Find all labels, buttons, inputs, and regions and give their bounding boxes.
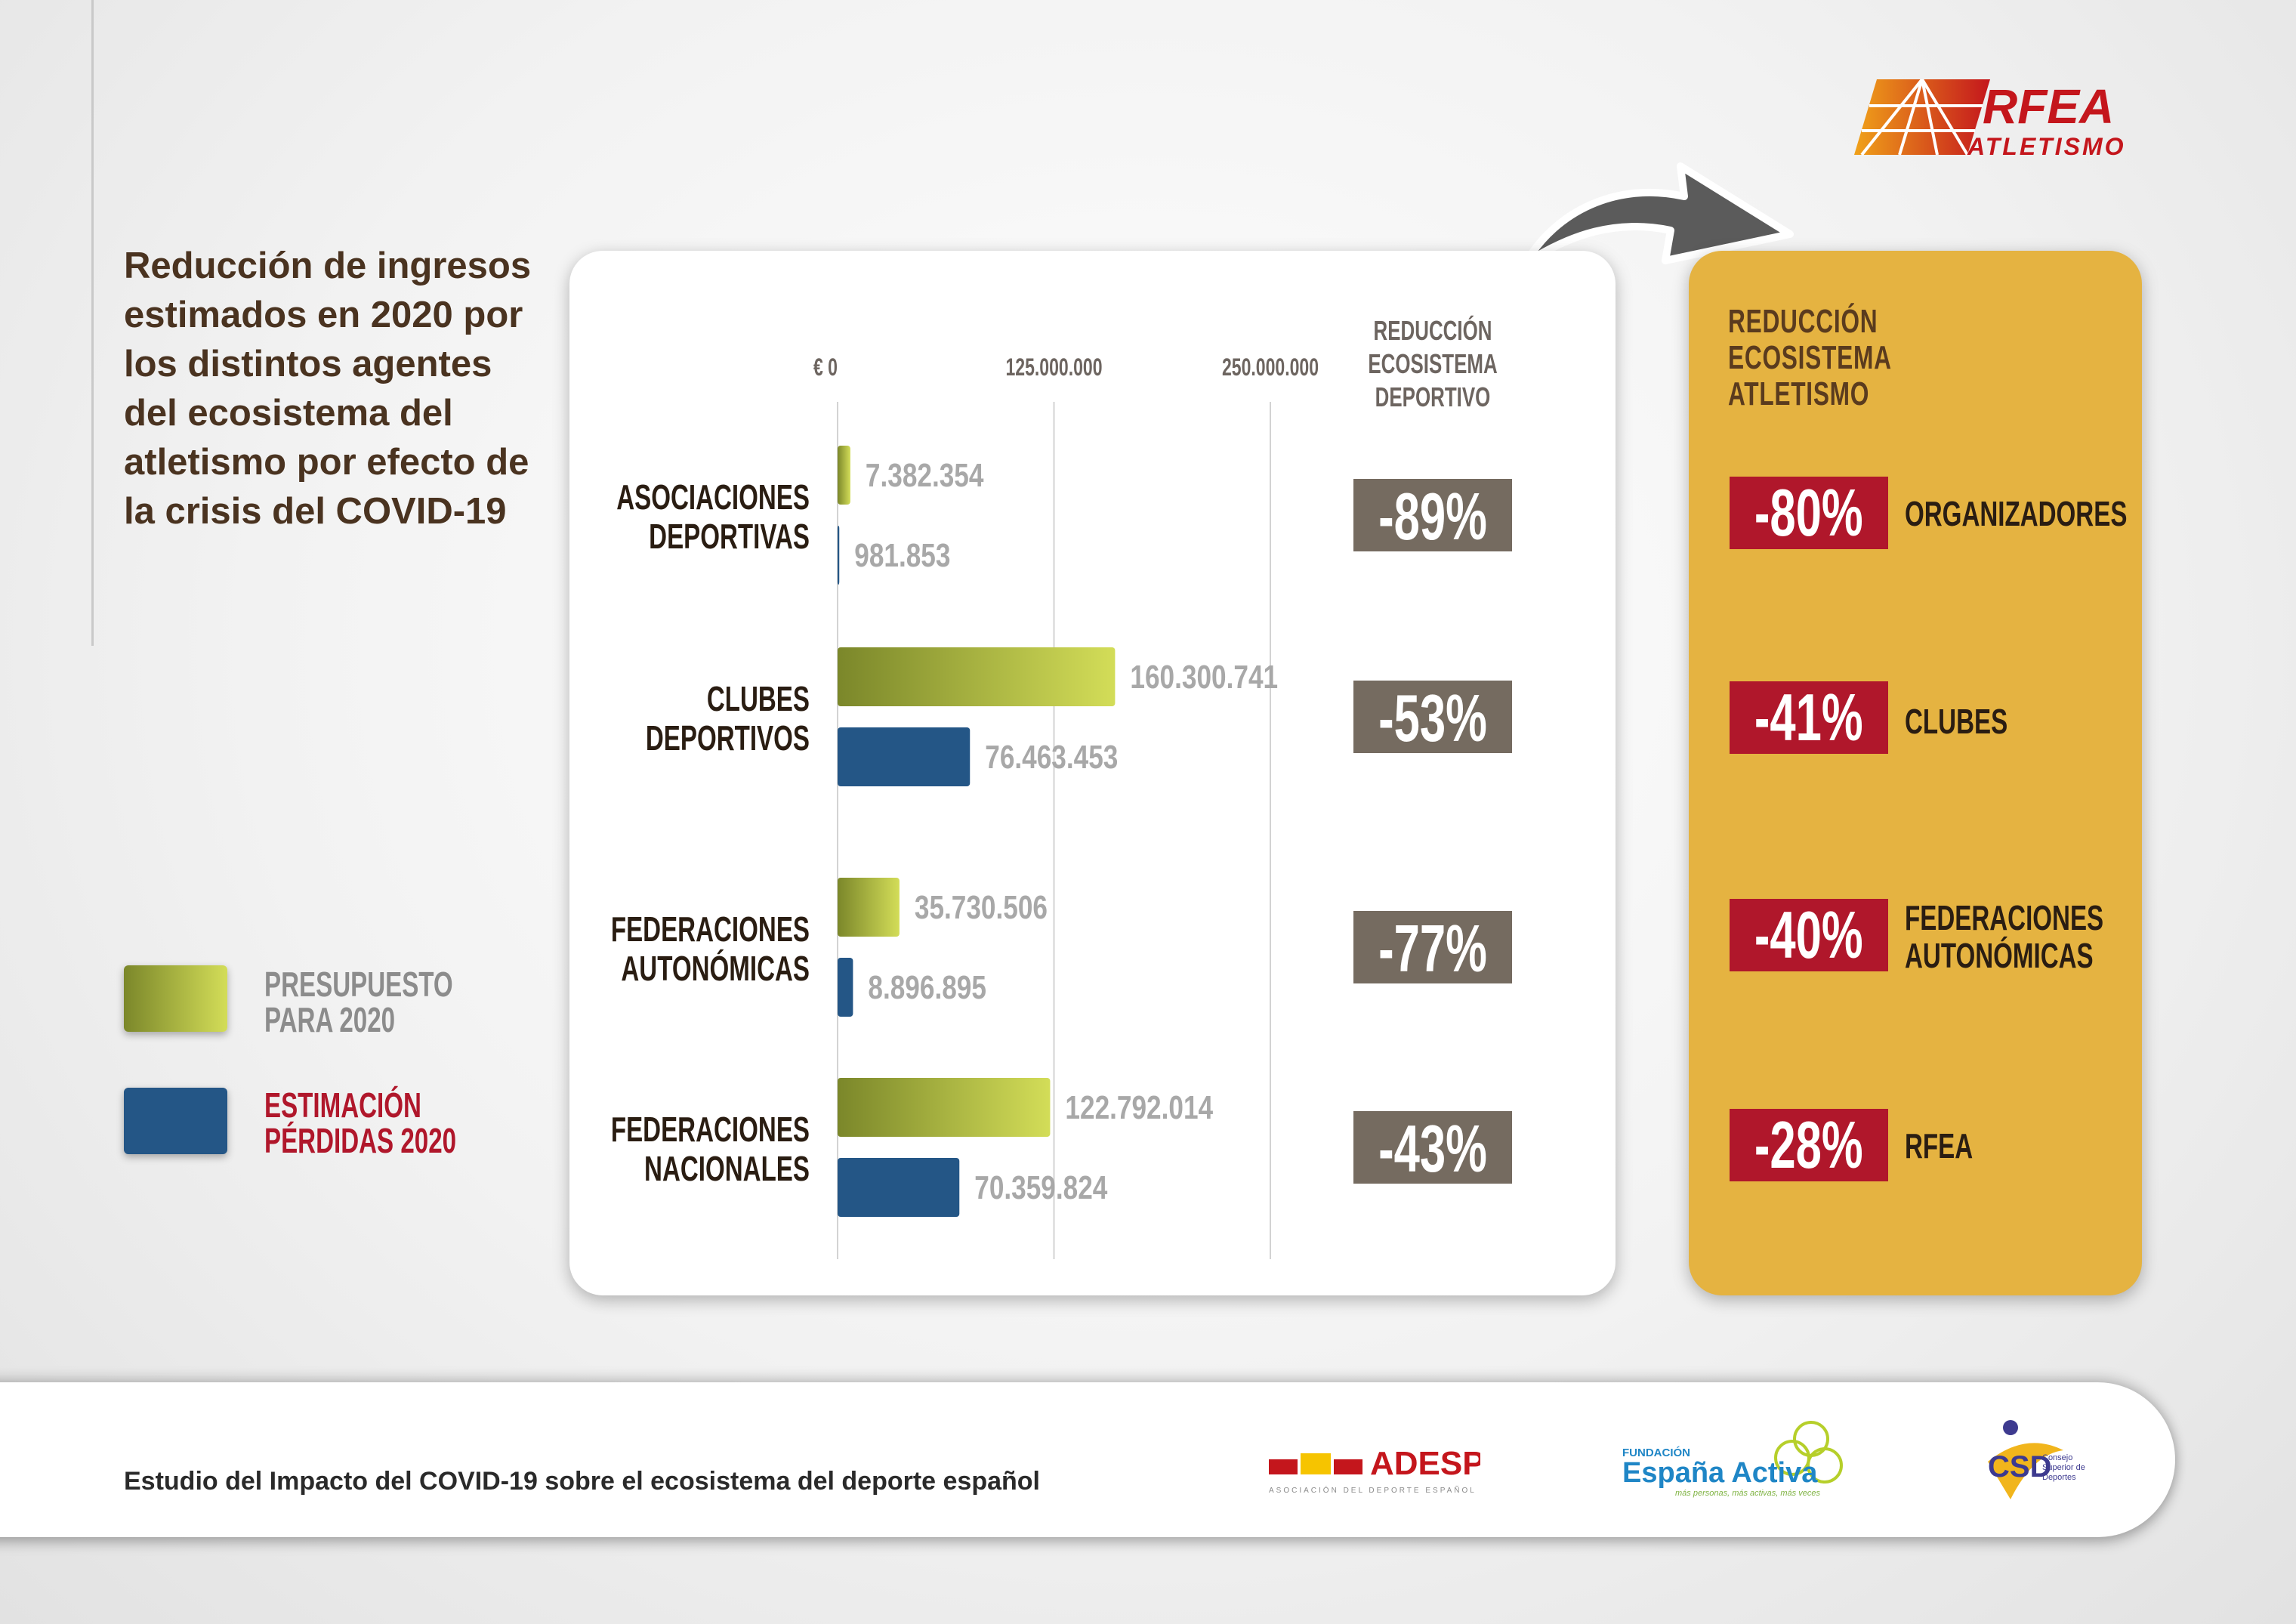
budget-bar	[838, 647, 1116, 706]
category-label: FEDERACIONES	[611, 1111, 810, 1149]
csd-subtext: Consejo	[2042, 1453, 2072, 1462]
adesp-logo-block	[1334, 1459, 1362, 1474]
espana-activa-tagline: más personas, más activas, más veces	[1675, 1489, 1820, 1498]
reduction-badge	[1353, 479, 1512, 551]
category-label: DEPORTIVOS	[646, 720, 810, 758]
csd-text: CSD	[1988, 1450, 2051, 1484]
bar-value-label: 35.730.506	[915, 889, 1048, 926]
bar-value-label: 70.359.824	[974, 1169, 1107, 1206]
adesp-logo-block	[1301, 1453, 1331, 1474]
reduction-badge-text: -43%	[1378, 1112, 1487, 1186]
rfea-pct-badge: -40%	[1730, 899, 1888, 971]
rfea-pct-badge: -41%	[1730, 681, 1888, 754]
loss-bar	[838, 526, 840, 585]
csd-swoosh-icon	[1988, 1443, 2063, 1499]
legend-label-budget: PRESUPUESTO PARA 2020	[264, 965, 453, 1039]
chart-panel: € 0 125.000.000 250.000.000 ASOCIACIONES DE…	[569, 251, 1616, 1295]
rfea-row-label: ORGANIZADORES	[1905, 494, 2128, 533]
x-tick-label: 125.000.000	[1005, 354, 1102, 381]
csd-logo: CSD Consejo Superior de Deportes	[1988, 1420, 2085, 1499]
category-label: CLUBES	[707, 681, 810, 718]
adesp-logo-text: ADESP	[1370, 1445, 1480, 1482]
reduction-badge	[1353, 1111, 1512, 1184]
rfea-header-line: REDUCCIÓN	[1728, 303, 1878, 340]
rfea-logo-lines	[1860, 79, 1983, 156]
reduction-badge	[1353, 911, 1512, 983]
footer-bar	[0, 1382, 2175, 1537]
sport-header-line: REDUCCIÓN	[1374, 315, 1492, 346]
x-tick-label: € 0	[813, 354, 838, 381]
reduction-badge	[1353, 681, 1512, 753]
bar-value-label: 981.853	[854, 537, 950, 574]
espana-activa-logo: FUNDACIÓN España Activa más personas, má…	[1622, 1421, 1843, 1498]
atletismo-logo-text: ATLETISMO	[1967, 133, 2126, 160]
espana-activa-text: España Activa	[1622, 1457, 1818, 1489]
csd-crown-icon	[2003, 1420, 2018, 1435]
legend-label-loss: ESTIMACIÓN PÉRDIDAS 2020	[264, 1085, 457, 1160]
legend-swatch-loss	[124, 1088, 227, 1154]
arrow-icon	[1522, 162, 1794, 267]
rfea-pct-badge: -80%	[1730, 477, 1888, 549]
rfea-logo-text: RFEA	[1983, 79, 2114, 134]
adesp-logo: ADESP ASOCIACIÓN DEL DEPORTE ESPAÑOL	[1269, 1445, 1480, 1495]
category-label: FEDERACIONES	[611, 911, 810, 949]
bar-value-label: 76.463.453	[985, 739, 1118, 776]
sport-header-line: ECOSISTEMA	[1368, 349, 1497, 379]
category-label: AUTONÓMICAS	[621, 949, 810, 989]
adesp-logo-subtext: ASOCIACIÓN DEL DEPORTE ESPAÑOL	[1269, 1485, 1477, 1495]
rfea-panel-header: REDUCCIÓN ECOSISTEMA ATLETISMO	[1728, 304, 1892, 412]
reduction-badge-text: -89%	[1378, 480, 1487, 554]
reduction-badge-text: -53%	[1378, 681, 1487, 755]
loss-bar	[838, 727, 971, 786]
x-tick-label: 250.000.000	[1222, 354, 1319, 381]
rfea-row-label: FEDERACIONES AUTONÓMICAS	[1905, 898, 2104, 975]
sport-header-line: DEPORTIVO	[1375, 382, 1491, 412]
rfea-pct-badge: -28%	[1730, 1109, 1888, 1181]
decorative-rule	[91, 0, 94, 646]
bar-chart: € 0 125.000.000 250.000.000 ASOCIACIONESDE…	[611, 315, 1512, 1259]
csd-subtext: Superior de	[2042, 1463, 2085, 1472]
budget-bar	[838, 446, 850, 505]
rfea-row-label: RFEA	[1905, 1126, 1974, 1166]
espana-activa-circles	[1774, 1421, 1843, 1484]
loss-bar	[838, 958, 853, 1017]
reduction-badge-text: -77%	[1378, 912, 1487, 986]
bar-value-label: 8.896.895	[868, 969, 986, 1006]
category-label: DEPORTIVAS	[649, 518, 810, 556]
budget-bar	[838, 878, 900, 937]
rfea-panel: REDUCCIÓN ECOSISTEMA ATLETISMO -80% ORGA…	[1689, 251, 2142, 1295]
fundacion-text: FUNDACIÓN	[1622, 1446, 1690, 1459]
rfea-header-line: ATLETISMO	[1728, 375, 1870, 412]
rfea-row-label: CLUBES	[1905, 702, 2008, 741]
category-label: ASOCIACIONES	[616, 479, 810, 517]
category-label: NACIONALES	[644, 1150, 810, 1188]
bar-value-label: 7.382.354	[866, 457, 984, 494]
bar-value-label: 160.300.741	[1130, 659, 1278, 696]
adesp-logo-block	[1269, 1459, 1298, 1474]
loss-bar	[838, 1158, 960, 1217]
legend-swatch-budget	[124, 965, 227, 1032]
rfea-logo: RFEA ATLETISMO	[1854, 79, 2126, 160]
page-title: Reducción de ingresos estimados en 2020 …	[124, 245, 532, 532]
csd-subtext: Deportes	[2042, 1473, 2076, 1482]
bar-value-label: 122.792.014	[1065, 1089, 1213, 1126]
rfea-header-line: ECOSISTEMA	[1728, 339, 1892, 376]
footer-study-title: Estudio del Impacto del COVID-19 sobre e…	[124, 1467, 1040, 1496]
budget-bar	[838, 1078, 1051, 1137]
